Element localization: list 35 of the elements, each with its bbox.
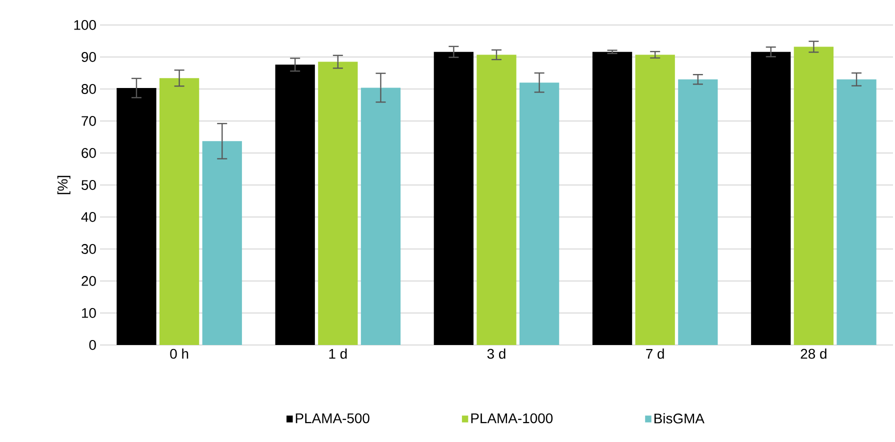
bar [275, 64, 315, 345]
legend-label: PLAMA-500 [296, 413, 370, 424]
y-tick-label: 90 [82, 52, 96, 62]
y-tick-label: 70 [82, 116, 96, 126]
x-tick-label: 7 d [646, 348, 664, 359]
bar [116, 88, 156, 345]
bar [592, 52, 632, 345]
legend-label: BisGMA [654, 413, 704, 424]
y-tick-label: 60 [82, 148, 96, 158]
bar [202, 141, 242, 345]
bar [678, 79, 718, 345]
y-tick-label: 100 [74, 20, 96, 30]
x-tick-label: 1 d [329, 348, 347, 359]
bar [360, 88, 401, 345]
bar [434, 52, 474, 345]
y-tick-label: 30 [82, 244, 96, 254]
y-tick-label: 20 [82, 276, 96, 286]
y-tick-label: 40 [81, 212, 96, 222]
x-tick-label: 28 d [800, 348, 826, 359]
x-tick-label: 3 d [487, 348, 506, 359]
bar [836, 79, 876, 345]
bar [751, 52, 791, 345]
bar [794, 46, 834, 345]
bar [476, 54, 516, 345]
y-tick-label: 50 [82, 180, 96, 190]
x-tick-label: 0 h [170, 348, 188, 359]
y-tick-label: 10 [82, 308, 96, 318]
bar [159, 78, 200, 345]
y-axis-title: [%] [57, 176, 70, 194]
bar [520, 82, 560, 345]
bar [318, 62, 358, 345]
y-tick-label: 80 [82, 84, 96, 94]
bar [635, 54, 675, 345]
legend-label: PLAMA-1000 [471, 413, 553, 424]
y-tick-label: 0 [89, 340, 96, 350]
